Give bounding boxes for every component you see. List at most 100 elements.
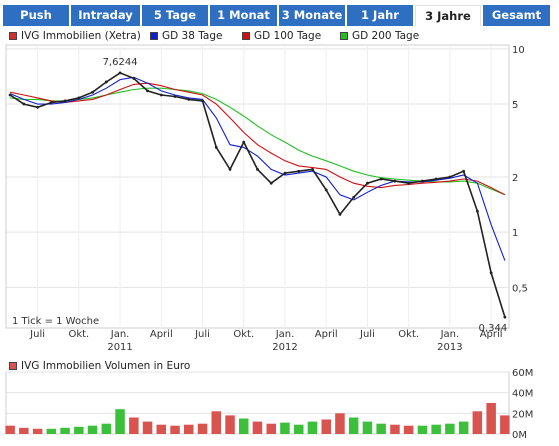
x-month-label: April <box>480 329 503 340</box>
legend-swatch <box>340 32 348 40</box>
price-point <box>489 271 493 275</box>
volume-bar <box>335 413 345 434</box>
price-point <box>173 95 177 98</box>
volume-bar <box>60 427 70 434</box>
volume-bar <box>266 423 276 434</box>
volume-y-tick-label: 60M <box>512 368 533 379</box>
price-point <box>187 98 191 101</box>
price-point <box>448 175 452 179</box>
price-point <box>91 90 94 94</box>
tab-3-monate[interactable]: 3 Monate <box>279 5 345 26</box>
price-point <box>201 99 204 103</box>
volume-bar <box>390 424 400 434</box>
volume-bar <box>280 422 290 434</box>
price-point <box>283 171 287 175</box>
volume-y-tick-label: 40M <box>512 389 533 400</box>
tab-gesamt[interactable]: Gesamt <box>483 5 550 26</box>
x-month-label: Okt. <box>68 329 89 340</box>
volume-bar <box>129 417 139 434</box>
price-point <box>393 179 397 183</box>
price-point <box>407 181 411 185</box>
legend-swatch <box>150 32 158 40</box>
volume-bar <box>417 425 428 434</box>
series-line-gd-100-tage <box>9 82 506 196</box>
legend-label: GD 100 Tage <box>254 30 322 42</box>
volume-bar <box>472 411 483 434</box>
tab-1-monat[interactable]: 1 Monat <box>210 5 277 26</box>
tab-5-tage[interactable]: 5 Tage <box>142 5 208 26</box>
volume-bar <box>376 423 386 434</box>
price-point <box>214 146 218 149</box>
price-point <box>421 179 424 183</box>
x-month-label: Jan. <box>440 329 460 340</box>
price-point <box>242 140 246 144</box>
x-month-label: Jan. <box>110 329 130 340</box>
price-point <box>63 99 67 103</box>
price-y-tick-label: 2 <box>512 173 518 184</box>
price-point <box>104 80 108 84</box>
price-point <box>338 213 342 216</box>
price-y-tick-label: 1 <box>512 228 518 239</box>
legend-label: GD 200 Tage <box>352 30 420 42</box>
volume-bar <box>294 424 304 434</box>
price-legend-item-gd200: GD 200 Tage <box>340 30 419 42</box>
price-point <box>503 315 507 319</box>
legend-swatch <box>242 32 250 40</box>
price-point <box>118 71 122 75</box>
price-point <box>366 181 369 185</box>
price-point <box>379 177 383 181</box>
volume-bar <box>5 425 15 434</box>
price-point <box>434 177 438 181</box>
x-month-label: Juli <box>359 329 375 340</box>
price-point <box>462 169 466 173</box>
volume-bar <box>458 421 469 434</box>
volume-bar <box>500 415 510 434</box>
volume-y-tick-label: 0M <box>512 430 527 441</box>
x-month-label: Juli <box>194 329 210 340</box>
volume-bar <box>239 418 249 434</box>
volume-bar <box>252 421 263 434</box>
price-point <box>8 93 12 97</box>
price-legend-item-ivg: IVG Immobilien (Xetra) <box>9 30 141 42</box>
volume-bar <box>348 417 359 434</box>
volume-bar <box>225 415 235 434</box>
x-year-label: 2011 <box>107 342 132 353</box>
legend-label: GD 38 Tage <box>162 30 223 42</box>
price-point <box>146 89 149 93</box>
volume-bar <box>197 423 208 434</box>
annotation-low: 0,344 <box>479 323 508 334</box>
tab-intraday[interactable]: Intraday <box>71 5 140 26</box>
price-legend-item-gd38: GD 38 Tage <box>150 30 223 42</box>
legend-swatch <box>9 32 17 40</box>
volume-bar <box>115 409 125 434</box>
annotation-high: 7,6244 <box>103 57 138 68</box>
tab-1-jahr[interactable]: 1 Jahr <box>347 5 413 26</box>
volume-bar <box>362 421 373 434</box>
price-y-tick-label: 0,5 <box>512 283 528 294</box>
legend-swatch <box>9 362 17 370</box>
x-month-label: Okt. <box>398 329 419 340</box>
legend-label: IVG Immobilien (Xetra) <box>21 30 141 42</box>
price-point <box>22 102 26 106</box>
price-point <box>256 168 259 171</box>
price-point <box>132 77 136 80</box>
volume-bar <box>307 421 318 434</box>
volume-bar <box>101 423 112 434</box>
volume-bar <box>87 425 98 434</box>
price-point <box>36 105 40 109</box>
tick-note: 1 Tick = 1 Woche <box>12 316 99 327</box>
legend-label: IVG Immobilien Volumen in Euro <box>21 360 191 372</box>
price-plot-frame <box>5 44 510 329</box>
volume-bar <box>211 411 221 434</box>
tab-3-jahre[interactable]: 3 Jahre <box>415 5 481 26</box>
price-point <box>49 101 53 104</box>
tab-push[interactable]: Push <box>3 5 69 26</box>
volume-bar <box>184 424 194 434</box>
price-point <box>352 195 356 199</box>
x-month-label: Okt. <box>233 329 254 340</box>
x-month-label: Jan. <box>275 329 295 340</box>
x-month-label: April <box>315 329 338 340</box>
x-month-label: April <box>150 329 173 340</box>
volume-bar <box>142 421 153 434</box>
volume-bar <box>170 425 180 434</box>
